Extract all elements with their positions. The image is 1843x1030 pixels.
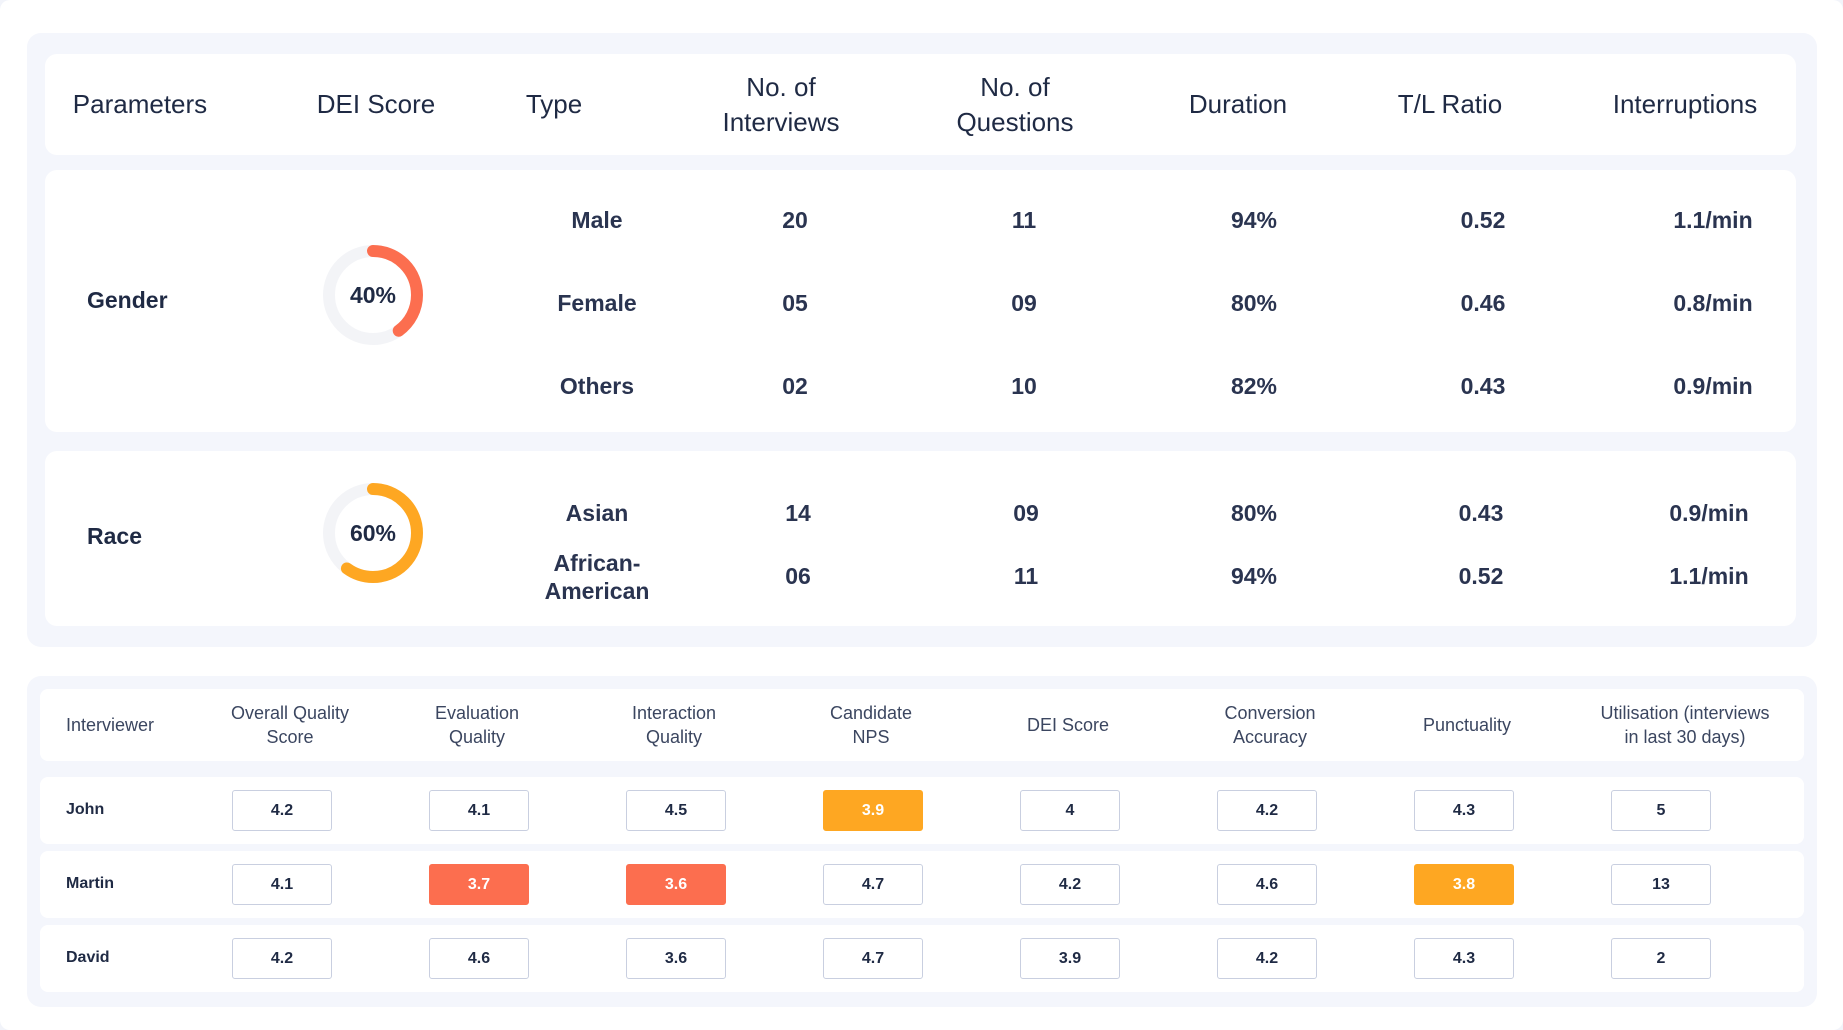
header-duration: Duration bbox=[1188, 89, 1288, 119]
header-evaluation-quality: Evaluation Quality bbox=[434, 703, 520, 747]
duration-cell: 94% bbox=[1230, 207, 1278, 233]
header-utilisation: Utilisation (interviews in last 30 days) bbox=[1600, 703, 1770, 747]
type-cell: Female bbox=[557, 290, 637, 316]
interviewer-table-header: Interviewer Overall Quality Score Evalua… bbox=[40, 689, 1804, 761]
questions-cell: 10 bbox=[1011, 373, 1037, 399]
interviews-cell: 20 bbox=[782, 207, 808, 233]
score-cell: 4.2 bbox=[232, 790, 332, 831]
interruptions-cell: 0.8/min bbox=[1673, 290, 1753, 316]
score-cell-flagged: 3.6 bbox=[626, 864, 726, 905]
race-score-arc bbox=[323, 483, 423, 583]
score-cell: 4.1 bbox=[429, 790, 529, 831]
duration-cell: 80% bbox=[1230, 290, 1278, 316]
score-cell: 4.7 bbox=[823, 864, 923, 905]
score-cell: 4 bbox=[1020, 790, 1120, 831]
score-cell: 4.5 bbox=[626, 790, 726, 831]
interruptions-cell: 1.1/min bbox=[1669, 563, 1749, 589]
score-cell: 4.3 bbox=[1414, 790, 1514, 831]
score-cell: 3.6 bbox=[626, 938, 726, 979]
race-donut-chart bbox=[323, 483, 423, 583]
header-overall-quality: Overall Quality Score bbox=[230, 703, 350, 747]
table-row-john: John 4.2 4.1 4.5 3.9 4 4.2 4.3 5 bbox=[40, 777, 1804, 844]
duration-cell: 94% bbox=[1230, 563, 1278, 589]
score-cell: 3.9 bbox=[1020, 938, 1120, 979]
group-label-race: Race bbox=[87, 523, 142, 549]
interviewer-table-panel: Interviewer Overall Quality Score Evalua… bbox=[27, 676, 1817, 1007]
score-cell: 4.7 bbox=[823, 938, 923, 979]
interviews-cell: 06 bbox=[785, 563, 811, 589]
score-cell-flagged: 3.7 bbox=[429, 864, 529, 905]
interviewer-name: David bbox=[66, 949, 110, 966]
interviews-cell: 14 bbox=[785, 500, 811, 526]
interruptions-cell: 1.1/min bbox=[1673, 207, 1753, 233]
type-cell: African- American bbox=[544, 550, 650, 604]
questions-cell: 11 bbox=[1013, 563, 1039, 589]
score-cell: 4.2 bbox=[1217, 938, 1317, 979]
gender-score-arc bbox=[323, 245, 423, 345]
interviews-cell: 05 bbox=[782, 290, 808, 316]
score-cell: 13 bbox=[1611, 864, 1711, 905]
header-candidate-nps: Candidate NPS bbox=[829, 703, 913, 747]
tl-ratio-cell: 0.43 bbox=[1458, 500, 1504, 526]
interruptions-cell: 0.9/min bbox=[1673, 373, 1753, 399]
tl-ratio-cell: 0.46 bbox=[1460, 290, 1506, 316]
tl-ratio-cell: 0.52 bbox=[1458, 563, 1504, 589]
dei-table-header: Parameters DEI Score Type No. of Intervi… bbox=[45, 54, 1796, 155]
score-cell-flagged: 3.8 bbox=[1414, 864, 1514, 905]
type-cell: Others bbox=[559, 373, 635, 399]
tl-ratio-cell: 0.52 bbox=[1460, 207, 1506, 233]
header-parameters: Parameters bbox=[72, 89, 208, 119]
header-punctuality: Punctuality bbox=[1422, 715, 1512, 735]
score-cell: 4.2 bbox=[232, 938, 332, 979]
race-group-card: Race 60% bbox=[45, 451, 1796, 626]
questions-cell: 11 bbox=[1011, 207, 1037, 233]
header-interruptions: Interruptions bbox=[1612, 89, 1758, 119]
score-cell: 4.3 bbox=[1414, 938, 1514, 979]
questions-cell: 09 bbox=[1013, 500, 1039, 526]
table-row-martin: Martin 4.1 3.7 3.6 4.7 4.2 4.6 3.8 13 bbox=[40, 851, 1804, 918]
score-cell: 4.6 bbox=[1217, 864, 1317, 905]
header-interaction-quality: Interaction Quality bbox=[631, 703, 717, 747]
tl-ratio-cell: 0.43 bbox=[1460, 373, 1506, 399]
type-cell: Male bbox=[571, 207, 623, 233]
header-questions: No. of Questions bbox=[956, 71, 1074, 137]
score-cell: 4.2 bbox=[1020, 864, 1120, 905]
score-cell: 4.1 bbox=[232, 864, 332, 905]
gender-group-card: Gender 40% bbox=[45, 170, 1796, 432]
interruptions-cell: 0.9/min bbox=[1669, 500, 1749, 526]
header-dei-score-col: DEI Score bbox=[1026, 715, 1110, 735]
score-cell: 4.6 bbox=[429, 938, 529, 979]
score-cell-flagged: 3.9 bbox=[823, 790, 923, 831]
gender-score-label: 40% bbox=[349, 281, 397, 308]
race-score-label: 60% bbox=[349, 519, 397, 546]
header-type: Type bbox=[525, 89, 583, 119]
score-cell: 2 bbox=[1611, 938, 1711, 979]
table-row-david: David 4.2 4.6 3.6 4.7 3.9 4.2 4.3 2 bbox=[40, 925, 1804, 992]
interviews-cell: 02 bbox=[782, 373, 808, 399]
header-interviewer: Interviewer bbox=[65, 715, 155, 735]
score-cell: 4.2 bbox=[1217, 790, 1317, 831]
type-cell: Asian bbox=[565, 500, 629, 526]
dei-table-panel: Parameters DEI Score Type No. of Intervi… bbox=[27, 33, 1817, 647]
duration-cell: 82% bbox=[1230, 373, 1278, 399]
group-label-gender: Gender bbox=[87, 287, 168, 313]
header-dei-score: DEI Score bbox=[316, 89, 436, 119]
interviewer-name: John bbox=[66, 801, 105, 818]
duration-cell: 80% bbox=[1230, 500, 1278, 526]
header-tl-ratio: T/L Ratio bbox=[1397, 89, 1503, 119]
questions-cell: 09 bbox=[1011, 290, 1037, 316]
header-interviews: No. of Interviews bbox=[722, 71, 840, 137]
interviewer-name: Martin bbox=[66, 875, 114, 892]
header-conversion-accuracy: Conversion Accuracy bbox=[1224, 703, 1316, 747]
score-cell: 5 bbox=[1611, 790, 1711, 831]
gender-donut-chart bbox=[323, 245, 423, 345]
